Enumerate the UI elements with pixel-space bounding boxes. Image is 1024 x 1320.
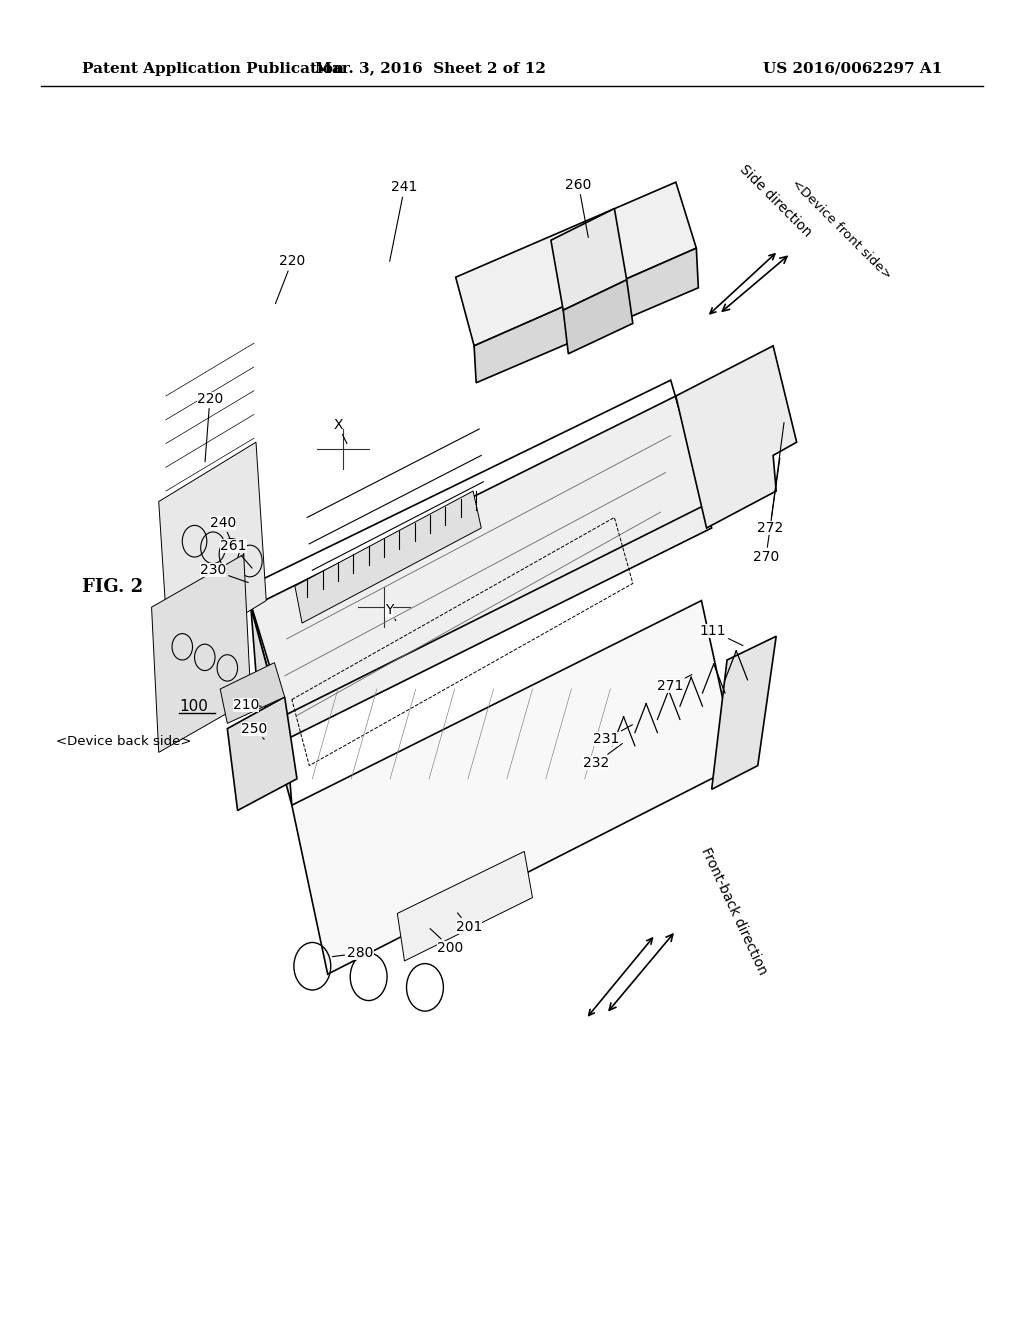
Text: FIG. 2: FIG. 2 xyxy=(82,578,143,597)
Polygon shape xyxy=(159,442,266,660)
Text: 220: 220 xyxy=(275,255,305,304)
Text: 271: 271 xyxy=(656,675,692,693)
Text: 260: 260 xyxy=(565,178,592,238)
Text: 200: 200 xyxy=(430,928,464,954)
Text: 111: 111 xyxy=(699,624,743,645)
Text: Y: Y xyxy=(385,603,396,620)
Polygon shape xyxy=(474,248,698,383)
Text: 201: 201 xyxy=(456,913,482,933)
Polygon shape xyxy=(712,636,776,789)
Text: X: X xyxy=(333,418,347,444)
Polygon shape xyxy=(563,280,633,354)
Text: Front-back direction: Front-back direction xyxy=(698,845,770,977)
Text: 261: 261 xyxy=(220,540,252,568)
Polygon shape xyxy=(295,491,481,623)
Text: 231: 231 xyxy=(593,725,633,746)
Polygon shape xyxy=(227,697,297,810)
Text: Patent Application Publication: Patent Application Publication xyxy=(82,62,344,75)
Text: 270: 270 xyxy=(753,458,780,564)
Text: 210: 210 xyxy=(232,698,261,711)
Text: 230: 230 xyxy=(200,564,248,582)
Polygon shape xyxy=(152,554,251,752)
Polygon shape xyxy=(456,182,696,346)
Polygon shape xyxy=(292,601,737,974)
Text: Side direction: Side direction xyxy=(737,162,815,239)
Polygon shape xyxy=(397,851,532,961)
Polygon shape xyxy=(251,396,712,739)
Text: 240: 240 xyxy=(210,516,237,549)
Text: 272: 272 xyxy=(757,422,784,535)
Polygon shape xyxy=(220,663,285,723)
Text: 280: 280 xyxy=(333,946,374,960)
Polygon shape xyxy=(251,607,292,805)
Text: 220: 220 xyxy=(197,392,223,462)
Text: Mar. 3, 2016  Sheet 2 of 12: Mar. 3, 2016 Sheet 2 of 12 xyxy=(314,62,546,75)
Text: <Device back side>: <Device back side> xyxy=(56,735,191,748)
Text: 100: 100 xyxy=(179,698,208,714)
Polygon shape xyxy=(551,209,627,310)
Text: 250: 250 xyxy=(241,722,267,739)
Polygon shape xyxy=(676,346,797,528)
Text: 241: 241 xyxy=(390,181,418,261)
Text: <Device front side>: <Device front side> xyxy=(788,177,894,282)
Text: US 2016/0062297 A1: US 2016/0062297 A1 xyxy=(763,62,942,75)
Text: 232: 232 xyxy=(583,743,623,770)
